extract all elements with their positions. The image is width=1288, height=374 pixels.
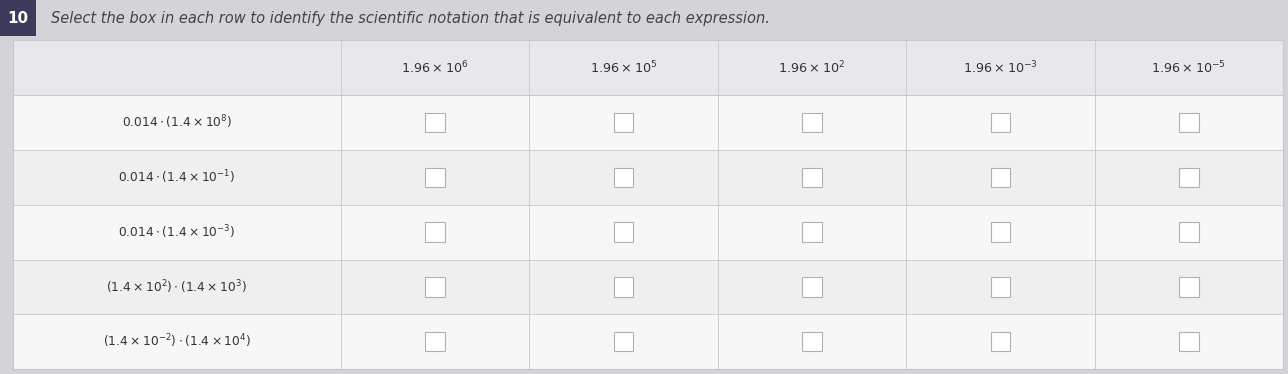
FancyBboxPatch shape — [13, 150, 1283, 205]
FancyBboxPatch shape — [990, 223, 1010, 242]
FancyBboxPatch shape — [425, 332, 444, 352]
FancyBboxPatch shape — [425, 113, 444, 132]
FancyBboxPatch shape — [613, 113, 634, 132]
FancyBboxPatch shape — [613, 168, 634, 187]
FancyBboxPatch shape — [990, 168, 1010, 187]
FancyBboxPatch shape — [0, 0, 36, 36]
FancyBboxPatch shape — [1179, 332, 1199, 352]
FancyBboxPatch shape — [1179, 113, 1199, 132]
FancyBboxPatch shape — [613, 332, 634, 352]
FancyBboxPatch shape — [13, 95, 1283, 150]
FancyBboxPatch shape — [990, 332, 1010, 352]
FancyBboxPatch shape — [13, 314, 1283, 369]
FancyBboxPatch shape — [990, 277, 1010, 297]
Text: $1.96 \times 10^{2}$: $1.96 \times 10^{2}$ — [778, 59, 845, 76]
Text: $(1.4 \times 10^{2}) \cdot (1.4 \times 10^{3})$: $(1.4 \times 10^{2}) \cdot (1.4 \times 1… — [107, 278, 247, 296]
FancyBboxPatch shape — [990, 113, 1010, 132]
Text: $(1.4 \times 10^{-2}) \cdot (1.4 \times 10^{4})$: $(1.4 \times 10^{-2}) \cdot (1.4 \times … — [103, 333, 251, 350]
FancyBboxPatch shape — [0, 0, 1288, 36]
Text: Select the box in each row to identify the scientific notation that is equivalen: Select the box in each row to identify t… — [52, 10, 770, 25]
FancyBboxPatch shape — [425, 223, 444, 242]
FancyBboxPatch shape — [1179, 223, 1199, 242]
FancyBboxPatch shape — [425, 168, 444, 187]
FancyBboxPatch shape — [1179, 168, 1199, 187]
Text: $0.014 \cdot (1.4 \times 10^{-3})$: $0.014 \cdot (1.4 \times 10^{-3})$ — [118, 223, 236, 241]
FancyBboxPatch shape — [802, 113, 822, 132]
FancyBboxPatch shape — [13, 40, 1283, 369]
Text: $1.96 \times 10^{-3}$: $1.96 \times 10^{-3}$ — [963, 59, 1038, 76]
FancyBboxPatch shape — [613, 277, 634, 297]
Text: $0.014 \cdot (1.4 \times 10^{8})$: $0.014 \cdot (1.4 \times 10^{8})$ — [122, 114, 232, 131]
FancyBboxPatch shape — [802, 223, 822, 242]
FancyBboxPatch shape — [13, 260, 1283, 314]
Text: 10: 10 — [8, 10, 28, 25]
Text: $1.96 \times 10^{-5}$: $1.96 \times 10^{-5}$ — [1151, 59, 1226, 76]
FancyBboxPatch shape — [425, 277, 444, 297]
Text: $1.96 \times 10^{5}$: $1.96 \times 10^{5}$ — [590, 59, 657, 76]
FancyBboxPatch shape — [613, 223, 634, 242]
FancyBboxPatch shape — [802, 332, 822, 352]
FancyBboxPatch shape — [13, 205, 1283, 260]
Text: $0.014 \cdot (1.4 \times 10^{-1})$: $0.014 \cdot (1.4 \times 10^{-1})$ — [118, 169, 236, 186]
Text: $1.96 \times 10^{6}$: $1.96 \times 10^{6}$ — [401, 59, 469, 76]
FancyBboxPatch shape — [802, 277, 822, 297]
FancyBboxPatch shape — [802, 168, 822, 187]
FancyBboxPatch shape — [13, 40, 1283, 95]
FancyBboxPatch shape — [1179, 277, 1199, 297]
